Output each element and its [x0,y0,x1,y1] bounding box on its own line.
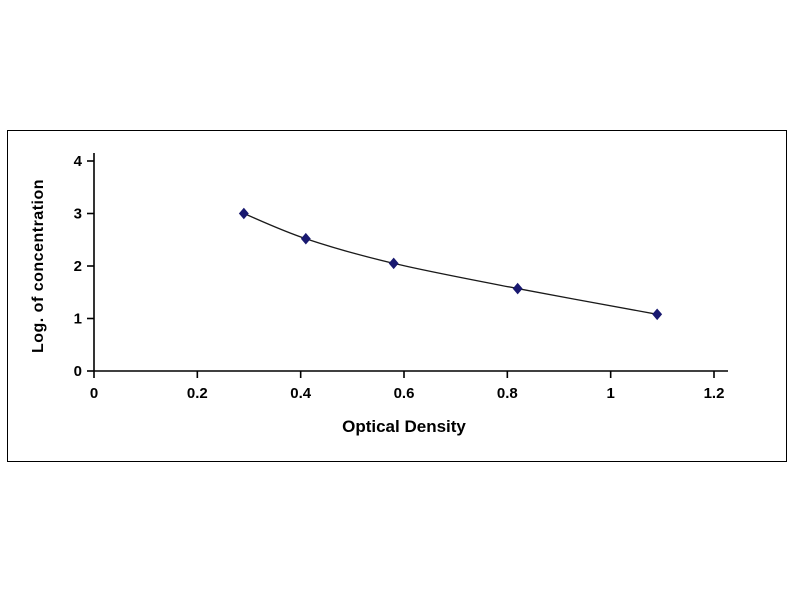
y-tick-label: 3 [74,206,82,223]
x-tick-label: 0.6 [394,385,415,402]
data-point-marker [512,282,523,295]
standard-curve-plot: 0 1 2 3 4 0 0.2 0.4 0.6 0.8 1 1.2 [74,153,728,402]
x-tick-label: 0 [90,385,98,402]
y-tick-label: 1 [74,311,82,328]
standard-curve-chart-frame: 0 1 2 3 4 0 0.2 0.4 0.6 0.8 1 1.2 Optical Density L… [7,130,787,462]
y-tick-label: 2 [74,258,82,275]
x-tick-label: 0.4 [290,385,312,402]
y-tick-label: 4 [74,153,83,170]
x-tick-label: 1.2 [704,385,725,402]
x-axis-label: Optical Density [342,417,466,436]
data-point-marker [388,257,399,270]
y-axis-label: Log. of concentration [30,178,47,354]
x-tick-label: 0.8 [497,385,518,402]
y-tick-label: 0 [74,363,82,380]
x-tick-label: 0.2 [187,385,208,402]
data-point-marker [300,232,311,245]
data-point-marker [238,207,249,220]
data-point-marker [652,308,663,321]
curve-line [243,212,658,315]
x-tick-label: 1 [606,385,614,402]
